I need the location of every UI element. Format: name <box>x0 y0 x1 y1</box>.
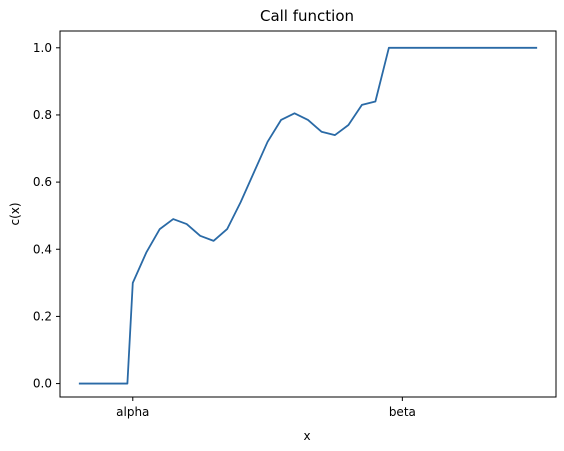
y-tick-label: 1.0 <box>33 41 52 55</box>
y-tick-label: 0.8 <box>33 108 52 122</box>
plot-frame <box>59 30 557 398</box>
y-tick-label: 0.6 <box>33 175 52 189</box>
y-axis: 0.0 0.2 0.4 0.6 0.8 1.0 <box>33 41 60 391</box>
plot-area <box>78 46 538 385</box>
x-tick-label-alpha: alpha <box>116 405 149 419</box>
y-tick-label: 0.0 <box>33 377 52 391</box>
y-tick-label: 0.4 <box>33 242 52 256</box>
x-axis-label: x <box>303 429 310 443</box>
chart-title: Call function <box>260 7 354 25</box>
y-axis-label: c(x) <box>8 202 22 225</box>
x-tick-label-beta: beta <box>389 405 416 419</box>
y-tick-label: 0.2 <box>33 309 52 323</box>
x-axis: alpha beta <box>116 397 416 419</box>
series-line-0 <box>78 46 538 385</box>
